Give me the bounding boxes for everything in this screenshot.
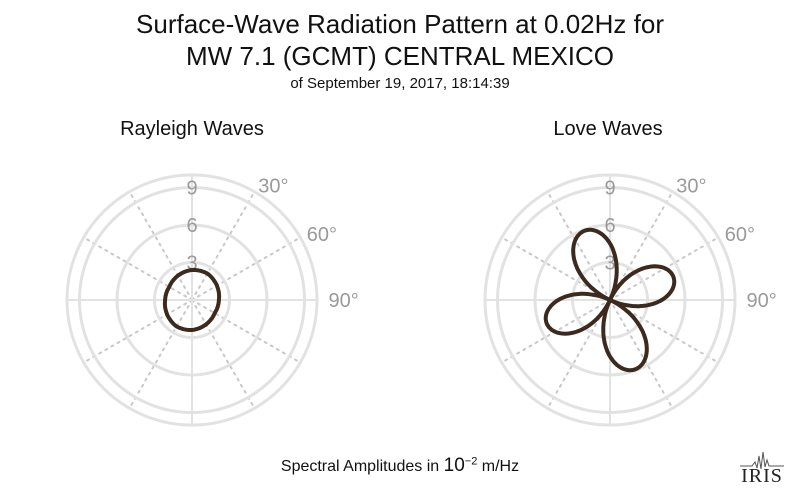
grid-spoke-330 [546,190,611,301]
grid-ring-6 [115,223,269,377]
love-panel-title: Love Waves [553,118,663,140]
radial-tick-label: 9 [186,178,197,200]
angle-tick-label: 90° [747,290,777,312]
radial-tick-label: 3 [186,253,197,275]
rayleigh-pattern-curve [162,268,222,332]
rayleigh-polar-plot: 3 6 9 30° 60° 90° [65,173,359,427]
amplitude-unit-label: Spectral Amplitudes in 10−2 m/Hz [0,455,800,477]
radial-tick-label: 6 [604,215,615,237]
unit-base: 10 [443,455,465,476]
chart-title-line-1: Surface-Wave Radiation Pattern at 0.02Hz… [136,9,664,39]
angle-tick-label: 30° [676,175,706,197]
grid-ring-9 [78,186,306,414]
chart-subtitle: of September 19, 2017, 18:14:39 [290,75,510,92]
grid-outer-ring [65,173,319,427]
angle-tick-label: 60° [725,224,755,246]
grid-spoke-210 [128,299,193,410]
angle-tick-label: 60° [307,224,337,246]
unit-suffix: m/Hz [477,458,520,475]
rayleigh-panel-title: Rayleigh Waves [120,118,264,140]
iris-logo: IRIS [732,448,792,488]
grid-spoke-150 [609,299,674,410]
seismogram-icon [740,451,784,470]
angle-tick-label: 30° [258,175,288,197]
love-polar-plot: 3 6 9 30° 60° 90° [483,173,777,427]
grid-spoke-240 [82,299,193,364]
grid-ring-3 [571,261,649,339]
radial-tick-label: 9 [604,178,615,200]
grid-spoke-60 [191,236,302,301]
iris-logo-text: IRIS [741,465,783,487]
unit-prefix: Spectral Amplitudes in [280,458,444,475]
grid-ring-3 [153,261,231,339]
radial-tick-label: 3 [604,253,615,275]
radial-tick-label: 6 [186,215,197,237]
grid-spoke-120 [191,299,302,364]
grid-spoke-330 [128,190,193,301]
grid-spoke-30 [191,190,256,301]
grid-spoke-300 [82,236,193,301]
grid-spoke-150 [191,299,256,410]
grid-outer-ring [483,173,737,427]
grid-ring-9 [496,186,724,414]
grid-ring-6 [533,223,687,377]
chart-title-line-2: MW 7.1 (GCMT) CENTRAL MEXICO [185,41,615,71]
love-pattern-curve [543,227,677,373]
angle-tick-label: 90° [329,290,359,312]
unit-exponent: −2 [464,455,478,468]
